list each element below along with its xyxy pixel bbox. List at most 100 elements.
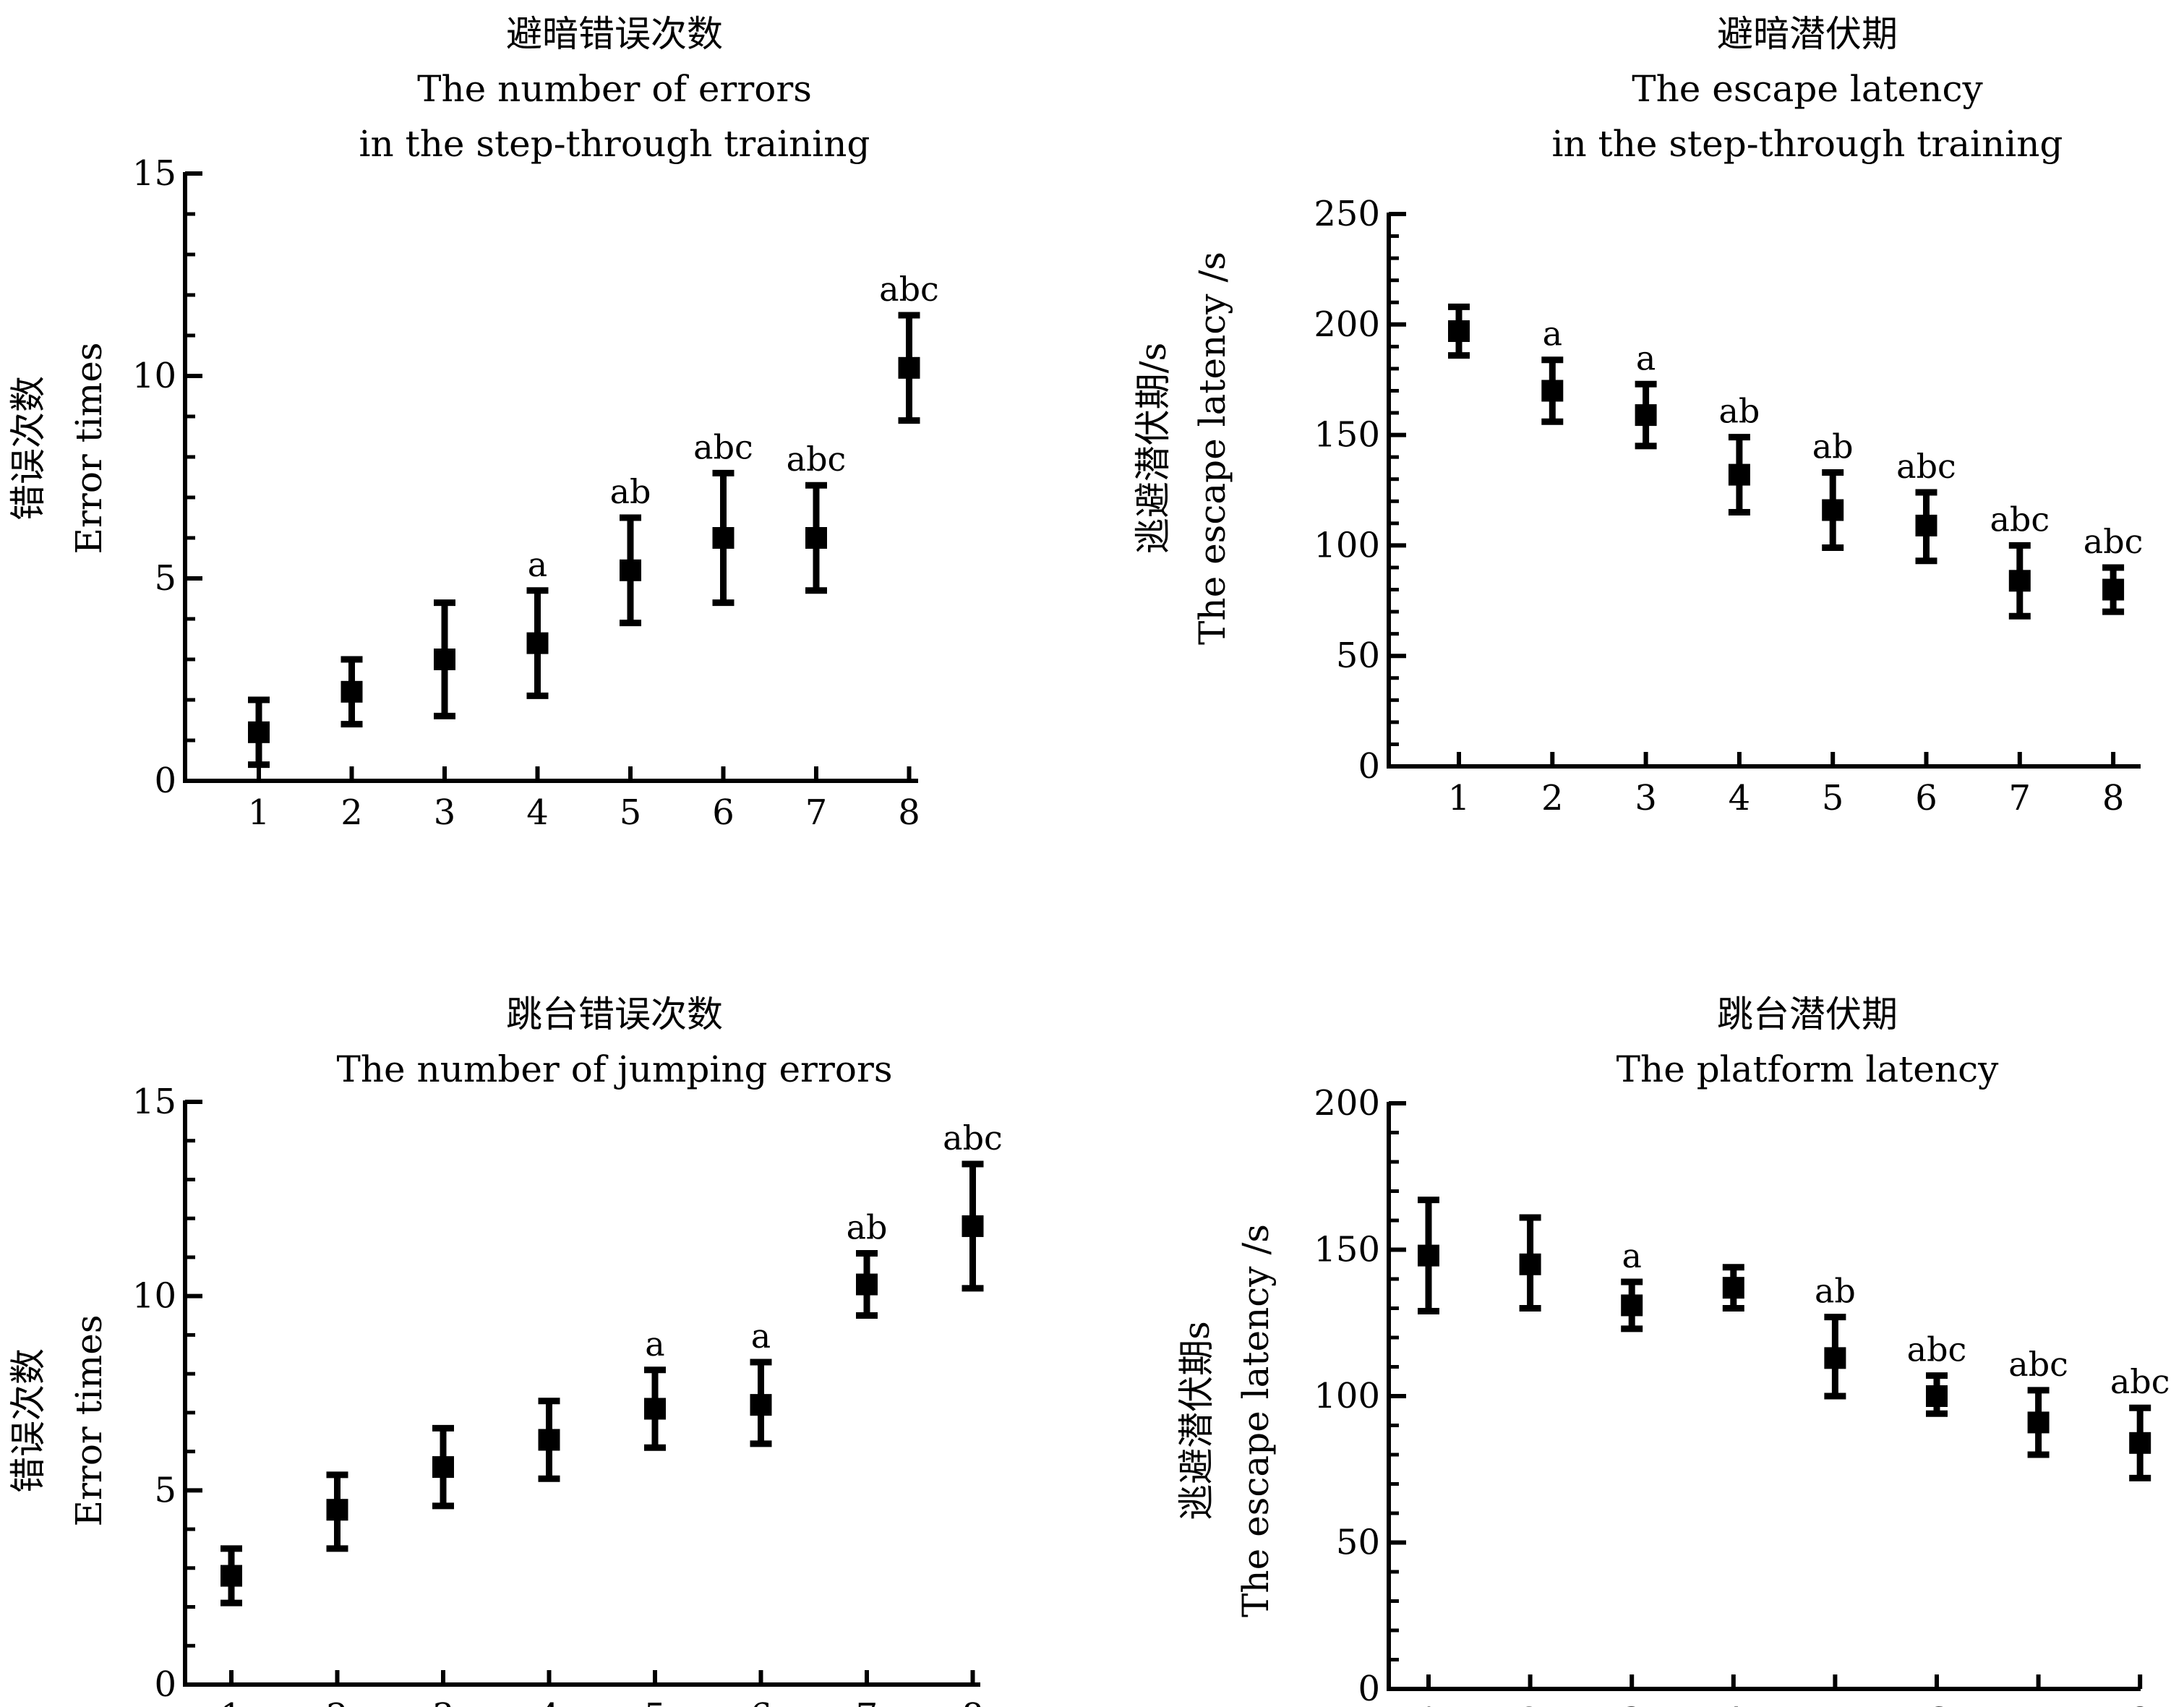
- x-tick-label: 1: [1448, 778, 1470, 818]
- x-tick-label: 7: [805, 792, 828, 833]
- y-axis-label: 错误次数: [7, 376, 49, 521]
- x-tick-label: 7: [2009, 778, 2031, 818]
- x-tick-label: 6: [750, 1696, 772, 1707]
- y-tick-label: 100: [1314, 1376, 1380, 1416]
- chart-title-line: 避暗错误次数: [506, 13, 723, 55]
- y-axis-label: Error times: [68, 343, 110, 555]
- x-tick-label: 8: [898, 792, 920, 833]
- data-point: [805, 527, 827, 549]
- significance-label: abc: [2084, 522, 2144, 561]
- chart-title-line: 跳台错误次数: [506, 993, 723, 1035]
- data-point: [1728, 463, 1750, 486]
- y-tick-label: 150: [1314, 415, 1380, 455]
- data-point: [432, 1456, 454, 1479]
- y-tick-label: 200: [1314, 1083, 1380, 1124]
- data-point: [1541, 380, 1564, 402]
- data-point: [341, 680, 363, 703]
- chart-title-line: 避暗潜伏期: [1717, 13, 1898, 55]
- data-point: [644, 1398, 666, 1420]
- x-tick-label: 2: [326, 1696, 348, 1707]
- data-point: [712, 527, 735, 549]
- chart-title-line: The number of jumping errors: [336, 1048, 892, 1090]
- chart-title-line: in the step-through training: [359, 123, 870, 165]
- x-tick-label: 5: [1824, 1700, 1846, 1707]
- y-tick-label: 15: [132, 1082, 176, 1122]
- significance-label: abc: [693, 427, 753, 466]
- x-tick-label: 7: [2027, 1700, 2050, 1707]
- data-point: [1822, 499, 1844, 521]
- x-tick-label: 8: [2129, 1700, 2151, 1707]
- x-tick-label: 4: [1723, 1700, 1745, 1707]
- data-point: [2129, 1432, 2151, 1454]
- x-tick-label: 2: [341, 792, 363, 833]
- data-point: [856, 1273, 878, 1296]
- x-tick-label: 3: [432, 1696, 455, 1707]
- data-point: [750, 1394, 772, 1416]
- x-tick-label: 5: [1822, 778, 1844, 818]
- y-tick-label: 15: [132, 153, 176, 194]
- significance-label: ab: [847, 1208, 888, 1247]
- data-point: [1519, 1253, 1541, 1275]
- data-point: [1926, 1385, 1948, 1407]
- data-point: [1448, 320, 1470, 342]
- y-axis-label: The escape latency /s: [1191, 252, 1233, 645]
- y-axis-label: 逃避潜伏期/s: [1132, 343, 1174, 555]
- x-tick-label: 8: [2102, 778, 2125, 818]
- chart-panel-3: 跳台错误次数 The number of jumping errors 错误次数 Er…: [7, 993, 1003, 1707]
- significance-label: abc: [787, 440, 847, 479]
- significance-label: ab: [1815, 1272, 1856, 1311]
- y-tick-label: 250: [1314, 194, 1380, 234]
- data-point: [1621, 1294, 1643, 1317]
- significance-label: abc: [1907, 1330, 1967, 1369]
- data-point: [1722, 1277, 1744, 1299]
- significance-label: abc: [1896, 447, 1956, 486]
- x-tick-label: 3: [434, 792, 456, 833]
- data-point: [220, 1565, 242, 1587]
- x-tick-label: 7: [856, 1696, 878, 1707]
- data-point: [1915, 514, 1937, 536]
- chart-title-line: The escape latency: [1632, 68, 1983, 110]
- y-tick-label: 50: [1336, 1523, 1380, 1563]
- chart-title-line: The platform latency: [1616, 1048, 1999, 1090]
- significance-label: a: [751, 1317, 771, 1356]
- significance-label: a: [645, 1325, 664, 1364]
- y-tick-label: 0: [1358, 746, 1380, 787]
- x-tick-label: 2: [1519, 1700, 1541, 1707]
- y-axis-label: 错误次数: [7, 1348, 49, 1493]
- x-tick-label: 6: [712, 792, 735, 833]
- y-axis-label: Error times: [68, 1315, 110, 1527]
- chart-title-line: 跳台潜伏期: [1717, 993, 1898, 1035]
- significance-label: a: [1543, 315, 1562, 354]
- data-point: [326, 1499, 348, 1521]
- significance-label: abc: [879, 270, 939, 309]
- significance-label: abc: [2008, 1345, 2068, 1384]
- x-tick-label: 2: [1541, 778, 1564, 818]
- chart-panel-2: 避暗潜伏期 The escape latency in the step-throu…: [1132, 13, 2143, 818]
- x-tick-label: 3: [1621, 1700, 1643, 1707]
- data-point: [538, 1429, 560, 1451]
- data-point: [1635, 404, 1657, 427]
- y-tick-label: 0: [1358, 1669, 1380, 1707]
- significance-label: ab: [1812, 427, 1854, 466]
- x-tick-label: 1: [1418, 1700, 1440, 1707]
- y-tick-label: 5: [154, 1470, 176, 1510]
- x-tick-label: 1: [248, 792, 270, 833]
- significance-label: abc: [943, 1118, 1003, 1158]
- x-tick-label: 5: [620, 792, 642, 833]
- y-tick-label: 10: [132, 1276, 176, 1317]
- significance-label: a: [1636, 338, 1656, 377]
- y-tick-label: 200: [1314, 304, 1380, 345]
- chart-title-line: The number of errors: [417, 68, 812, 110]
- data-point: [2008, 570, 2031, 592]
- x-tick-label: 1: [220, 1696, 243, 1707]
- x-tick-label: 4: [538, 1696, 560, 1707]
- significance-label: a: [1622, 1236, 1641, 1275]
- x-tick-label: 6: [1915, 778, 1937, 818]
- significance-label: ab: [1718, 392, 1760, 431]
- y-axis-label: 逃避潜伏期s: [1175, 1321, 1217, 1520]
- data-point: [962, 1215, 984, 1237]
- y-tick-label: 50: [1336, 636, 1380, 676]
- data-point: [248, 721, 270, 743]
- y-tick-label: 10: [132, 356, 176, 396]
- data-point: [434, 649, 455, 670]
